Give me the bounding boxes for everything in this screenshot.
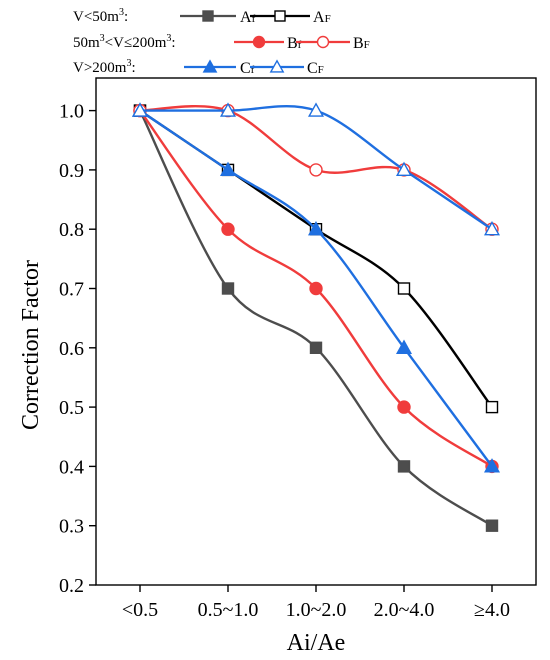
x-tick-label: ≥4.0 [474,599,510,621]
x-axis-title: Ai/Ae [287,630,346,656]
data-point [307,220,325,236]
legend-group-label: V>200m3: [73,58,136,76]
y-tick-label: 0.7 [59,279,84,301]
data-point [131,102,149,117]
data-point [309,281,323,296]
data-point [395,339,413,354]
x-tick-label: 2.0~4.0 [374,599,435,621]
data-point [219,161,237,177]
legend-marker [252,35,266,49]
data-point [309,341,323,354]
y-tick-label: 1.0 [59,101,84,123]
data-point [483,458,501,473]
series-line [139,109,493,408]
y-tick-label: 0.9 [59,160,84,182]
series-Bf [133,103,499,474]
y-axis-title: Correction Factor [18,260,44,430]
data-point [219,102,237,117]
legend-group-label: V<50m3: [73,7,128,25]
legend: V<50m3: Af AF 50m3<V≤200m3: Bf BF V>200m3: Cf CF [73,7,370,77]
legend-entry-BF: BF [353,35,370,52]
legend-entry-Bf: Bf [287,35,302,52]
series-line [139,109,493,468]
data-point [221,222,235,236]
plot-frame [95,77,537,586]
data-point [395,161,413,177]
data-point [483,220,501,236]
data-point [485,400,499,414]
legend-entry-CF: CF [307,60,324,77]
x-tick-label: 0.5~1.0 [198,599,259,621]
series-layer [131,102,501,532]
legend-marker [269,59,285,73]
data-point [397,282,411,295]
data-point [307,102,325,117]
legend-group-label: 50m3<V≤200m3: [73,33,176,51]
y-tick-label: 0.4 [59,456,84,478]
legend-entry-AF: AF [313,9,331,26]
legend-marker [202,59,218,73]
y-tick-label: 0.6 [59,338,84,360]
y-tick-label: 0.3 [59,516,84,538]
data-point [397,400,411,414]
series-AF [133,104,499,414]
legend-marker [316,35,330,49]
legend-marker [202,10,214,22]
data-point [309,163,323,177]
legend-marker [274,10,286,22]
y-tick-label: 0.5 [59,397,84,419]
y-tick-label: 0.2 [59,575,84,597]
x-tick-label: 1.0~2.0 [286,599,347,621]
x-tick-label: <0.5 [122,599,158,621]
series-CF [131,102,501,236]
axes: 0.2 0.3 0.4 0.5 0.6 0.7 0.8 0.9 1.0 <0.5 0.5~1.0 1.… [59,77,537,621]
legend-entry-Cf: Cf [240,60,255,77]
legend-entry-Af: Af [240,9,256,26]
data-point [397,460,411,473]
data-point [221,282,235,295]
data-point [485,519,499,532]
y-tick-label: 0.8 [59,219,84,241]
